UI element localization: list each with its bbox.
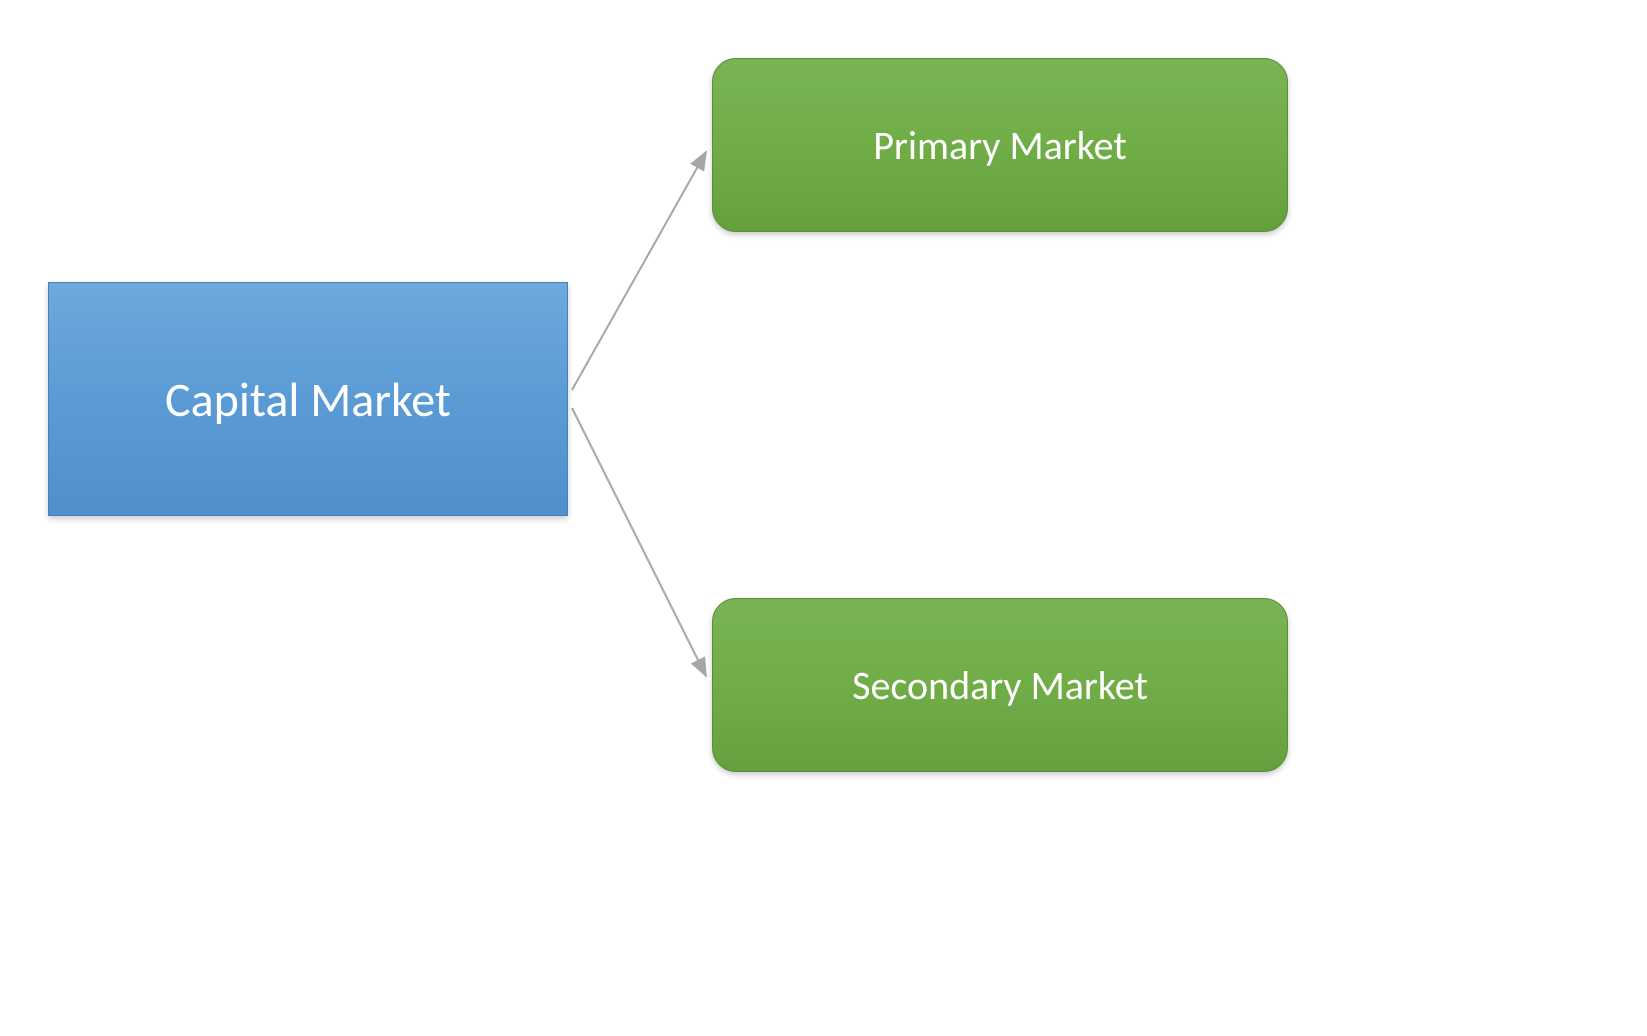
diagram-container: Capital Market Primary Market Secondary …	[0, 0, 1647, 1036]
node-label: Secondary Market	[852, 661, 1148, 710]
node-label: Primary Market	[873, 121, 1126, 170]
node-secondary-market: Secondary Market	[712, 598, 1288, 772]
edge-root-primary	[572, 152, 706, 390]
edge-root-secondary	[572, 408, 706, 676]
node-primary-market: Primary Market	[712, 58, 1288, 232]
node-label: Capital Market	[165, 370, 451, 429]
node-capital-market: Capital Market	[48, 282, 568, 516]
